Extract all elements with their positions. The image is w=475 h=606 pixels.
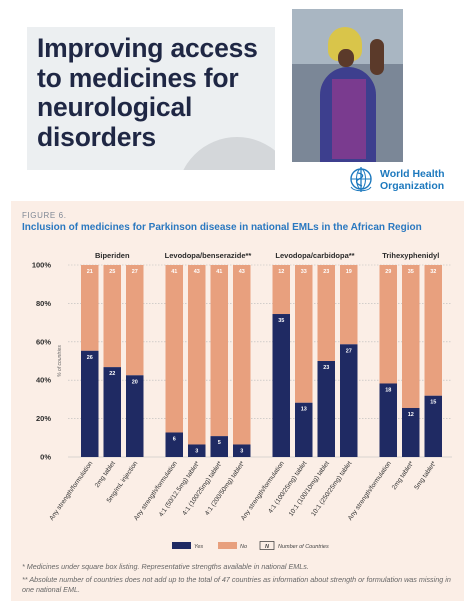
bar-no-segment bbox=[126, 265, 144, 376]
x-tick-label: 2mg tablet* bbox=[391, 460, 416, 491]
bar-yes-segment bbox=[81, 350, 99, 457]
bar-no-segment bbox=[402, 265, 420, 408]
x-tick-label: Any strength/formulation bbox=[48, 460, 94, 522]
no-count-label: 43 bbox=[239, 269, 245, 275]
x-tick-label: Any strength/formulation bbox=[240, 460, 286, 522]
stacked-bar-chart: 0% 20% 40% 60% 80% 100% % of countries 21 26 Any … bbox=[32, 251, 452, 550]
yes-count-label: 15 bbox=[430, 400, 436, 406]
bar-yes-segment bbox=[424, 395, 442, 457]
legend-label-count: Number of Countries bbox=[278, 544, 329, 550]
x-tick-label: Any strength/formulation bbox=[133, 460, 179, 522]
footnote-1: * Medicines under square box listing. Re… bbox=[22, 562, 309, 571]
x-tick-label: Any strength/formulation bbox=[347, 460, 393, 522]
x-tick-label: 10:1 (100/10mg) tablet bbox=[288, 460, 331, 518]
no-count-label: 12 bbox=[278, 269, 284, 275]
no-count-label: 41 bbox=[171, 269, 177, 275]
bar-yes-segment bbox=[402, 407, 420, 457]
who-name: World Health Organization bbox=[380, 168, 445, 192]
bar-yes-segment bbox=[103, 367, 121, 457]
footnote-2: ** Absolute number of countries does not… bbox=[22, 575, 451, 594]
bar-no-segment bbox=[295, 265, 313, 403]
no-count-label: 23 bbox=[323, 269, 329, 275]
cover-photo bbox=[292, 9, 403, 162]
y-tick-label: 20% bbox=[36, 414, 51, 423]
bar-yes-segment bbox=[210, 436, 228, 457]
group-label: Biperiden bbox=[95, 251, 130, 260]
bar-yes-segment bbox=[317, 361, 335, 457]
no-count-label: 21 bbox=[87, 269, 93, 275]
bar-no-segment bbox=[81, 265, 99, 351]
x-tick-label: 4:1 (200/50mg) tablet* bbox=[204, 460, 247, 517]
who-emblem-icon bbox=[350, 167, 372, 192]
x-tick-label: 5mg tablet* bbox=[413, 460, 438, 491]
no-count-label: 32 bbox=[430, 269, 436, 275]
bar-yes-segment bbox=[188, 444, 206, 457]
bar-no-segment bbox=[272, 265, 290, 315]
title-card: Improving access to medicines for neurol… bbox=[27, 27, 275, 170]
y-tick-label: 40% bbox=[36, 376, 51, 385]
figure-panel: FIGURE 6. Inclusion of medicines for Par… bbox=[11, 201, 464, 601]
x-tick-label: 2mg tablet bbox=[94, 460, 117, 489]
bar-yes-segment bbox=[165, 432, 183, 457]
y-tick-label: 60% bbox=[36, 337, 51, 346]
yes-count-label: 27 bbox=[346, 348, 352, 354]
yes-count-label: 35 bbox=[278, 318, 284, 324]
legend-marker-box bbox=[259, 541, 275, 550]
bar-no-segment bbox=[340, 265, 358, 345]
x-tick-label: 10:1 (250/25mg) tablet bbox=[310, 460, 353, 518]
bar-yes-segment bbox=[126, 375, 144, 457]
y-tick-label: 0% bbox=[40, 453, 51, 462]
legend-swatch-yes bbox=[172, 542, 191, 549]
x-tick-label: 4:1 (100/25mg) tablet* bbox=[181, 460, 224, 517]
legend-label-yes: Yes bbox=[194, 544, 203, 550]
yes-count-label: 20 bbox=[132, 379, 138, 385]
group-label: Levodopa/carbidopa** bbox=[275, 251, 354, 260]
x-tick-label: 4:1 (50/12.5mg) tablet* bbox=[158, 460, 202, 519]
legend-swatch-no bbox=[218, 542, 237, 549]
group-label: Trihexyphenidyl bbox=[382, 251, 439, 260]
bar-no-segment bbox=[103, 265, 121, 368]
bar-yes-segment bbox=[340, 344, 358, 457]
y-tick-label: 80% bbox=[36, 299, 51, 308]
report-title: Improving access to medicines for neurol… bbox=[37, 33, 258, 152]
bar-yes-segment bbox=[233, 444, 251, 457]
no-count-label: 35 bbox=[408, 269, 414, 275]
yes-count-label: 3 bbox=[240, 448, 243, 454]
bar-yes-segment bbox=[272, 314, 290, 457]
figure-title: Inclusion of medicines for Parkinson dis… bbox=[22, 222, 422, 233]
bar-no-segment bbox=[188, 265, 206, 445]
figure-label: FIGURE 6. bbox=[22, 211, 67, 220]
no-count-label: 25 bbox=[109, 269, 115, 275]
report-cover: Improving access to medicines for neurol… bbox=[0, 0, 475, 200]
legend-marker-n: N bbox=[265, 544, 270, 550]
bar-no-segment bbox=[210, 265, 228, 437]
yes-count-label: 5 bbox=[218, 440, 221, 446]
no-count-label: 33 bbox=[301, 269, 307, 275]
y-axis-label: % of countries bbox=[57, 345, 63, 377]
who-logo-block: World Health Organization bbox=[346, 165, 466, 195]
yes-count-label: 6 bbox=[173, 436, 176, 442]
bar-no-segment bbox=[379, 265, 397, 384]
yes-count-label: 18 bbox=[385, 387, 391, 393]
bar-no-segment bbox=[424, 265, 442, 396]
group-label: Levodopa/benserazide** bbox=[165, 251, 252, 260]
bar-yes-segment bbox=[295, 402, 313, 457]
yes-count-label: 13 bbox=[301, 407, 307, 413]
bar-no-segment bbox=[165, 265, 183, 433]
no-count-label: 41 bbox=[216, 269, 222, 275]
no-count-label: 27 bbox=[132, 269, 138, 275]
yes-count-label: 26 bbox=[87, 355, 93, 361]
yes-count-label: 3 bbox=[195, 448, 198, 454]
yes-count-label: 23 bbox=[323, 365, 329, 371]
no-count-label: 29 bbox=[385, 269, 391, 275]
legend-label-no: No bbox=[240, 544, 247, 550]
yes-count-label: 12 bbox=[408, 412, 414, 418]
bar-yes-segment bbox=[379, 383, 397, 457]
no-count-label: 43 bbox=[194, 269, 200, 275]
no-count-label: 19 bbox=[346, 269, 352, 275]
y-tick-label: 100% bbox=[32, 261, 52, 270]
bar-no-segment bbox=[317, 265, 335, 361]
bar-no-segment bbox=[233, 265, 251, 445]
yes-count-label: 22 bbox=[109, 371, 115, 377]
